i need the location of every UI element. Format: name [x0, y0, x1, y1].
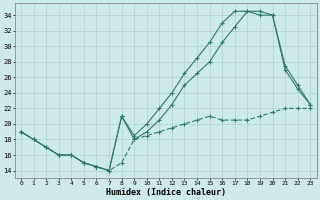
X-axis label: Humidex (Indice chaleur): Humidex (Indice chaleur) [106, 188, 226, 197]
